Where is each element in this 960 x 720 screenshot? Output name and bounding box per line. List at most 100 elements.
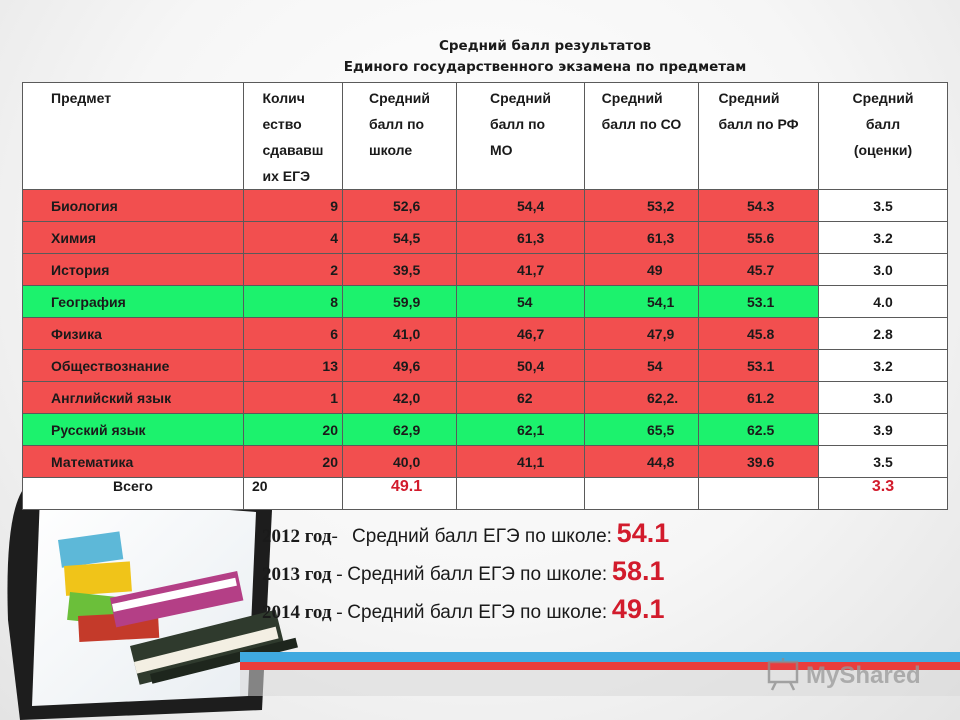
header-grade-avg: Средний балл (оценки) xyxy=(818,82,948,190)
cell-rf-avg: 39.6 xyxy=(698,445,819,478)
cell-subject: Обществознание xyxy=(22,349,244,382)
cell-grade-avg: 3.5 xyxy=(818,445,948,478)
cell-school-avg: 41,0 xyxy=(342,317,457,350)
table-header-row: Предмет Колич ество сдававш их ЕГЭ Средн… xyxy=(22,82,948,190)
cell-rf-avg: 54.3 xyxy=(698,189,819,222)
summary-sep: - xyxy=(331,602,348,623)
table-row: Математика 20 40,0 41,1 44,8 39.6 3.5 xyxy=(22,445,948,478)
summary-line-2012: 2012 год- Средний балл ЕГЭ по школе: 54.… xyxy=(262,518,669,549)
myshared-watermark: MyShared xyxy=(767,658,921,691)
cell-grade-avg: 3.0 xyxy=(818,253,948,286)
cell-so-avg: 44,8 xyxy=(584,445,699,478)
cell-school-avg: 40,0 xyxy=(342,445,457,478)
cell-so-avg: 47,9 xyxy=(584,317,699,350)
cell-rf-avg: 45.7 xyxy=(698,253,819,286)
cell-mo-avg: 46,7 xyxy=(456,317,585,350)
table-row: Биология 9 52,6 54,4 53,2 54.3 3.5 xyxy=(22,189,948,222)
table-row: География 8 59,9 54 54,1 53.1 4.0 xyxy=(22,285,948,318)
total-grade-avg: 3.3 xyxy=(818,477,948,510)
total-school-avg: 49.1 xyxy=(342,477,457,510)
summary-value: 49.1 xyxy=(611,594,665,624)
cell-rf-avg: 45.8 xyxy=(698,317,819,350)
cell-school-avg: 39,5 xyxy=(342,253,457,286)
summary-sep: - xyxy=(331,526,343,547)
summary-value: 54.1 xyxy=(616,518,670,548)
cell-grade-avg: 2.8 xyxy=(818,317,948,350)
cell-so-avg: 53,2 xyxy=(584,189,699,222)
header-count: Колич ество сдававш их ЕГЭ xyxy=(243,82,343,190)
summary-label: Средний балл ЕГЭ по школе: xyxy=(347,602,608,623)
summary-year: 2014 год xyxy=(262,602,332,623)
cell-rf-avg: 53.1 xyxy=(698,285,819,318)
watermark-text: MyShared xyxy=(806,662,921,689)
cell-count: 1 xyxy=(243,381,343,414)
exam-results-table: Предмет Колич ество сдававш их ЕГЭ Средн… xyxy=(22,82,948,510)
cell-school-avg: 52,6 xyxy=(342,189,457,222)
cell-so-avg: 54,1 xyxy=(584,285,699,318)
cell-mo-avg: 41,7 xyxy=(456,253,585,286)
cell-school-avg: 54,5 xyxy=(342,221,457,254)
header-so-avg: Средний балл по СО xyxy=(584,82,699,190)
summary-year: 2013 год xyxy=(262,564,332,585)
cell-count: 13 xyxy=(243,349,343,382)
cell-grade-avg: 3.2 xyxy=(818,349,948,382)
title-line-2: Единого государственного экзамена по пре… xyxy=(343,59,747,75)
table-row: История 2 39,5 41,7 49 45.7 3.0 xyxy=(22,253,948,286)
summary-year: 2012 год xyxy=(262,526,332,547)
cell-subject: Биология xyxy=(22,189,244,222)
cell-count: 6 xyxy=(243,317,343,350)
total-mo-empty xyxy=(456,477,585,510)
summary-line-2013: 2013 год - Средний балл ЕГЭ по школе: 58… xyxy=(262,556,664,587)
cell-rf-avg: 55.6 xyxy=(698,221,819,254)
cell-so-avg: 49 xyxy=(584,253,699,286)
cell-mo-avg: 62 xyxy=(456,381,585,414)
header-rf-avg: Средний балл по РФ xyxy=(698,82,819,190)
cell-school-avg: 62,9 xyxy=(342,413,457,446)
presentation-icon xyxy=(767,658,799,691)
cell-subject: Химия xyxy=(22,221,244,254)
total-label: Всего xyxy=(22,477,244,510)
header-mo-avg: Средний балл по МО xyxy=(456,82,585,190)
table-row: Английский язык 1 42,0 62 62,2. 61.2 3.0 xyxy=(22,381,948,414)
title-line-1: Средний балл результатов xyxy=(438,38,652,54)
cell-count: 20 xyxy=(243,445,343,478)
table-row: Обществознание 13 49,6 50,4 54 53.1 3.2 xyxy=(22,349,948,382)
total-so-empty xyxy=(584,477,699,510)
cell-subject: Физика xyxy=(22,317,244,350)
cell-subject: География xyxy=(22,285,244,318)
cell-mo-avg: 54 xyxy=(456,285,585,318)
summary-label: Средний балл ЕГЭ по школе: xyxy=(352,526,612,547)
summary-line-2014: 2014 год - Средний балл ЕГЭ по школе: 49… xyxy=(262,594,664,625)
cell-so-avg: 65,5 xyxy=(584,413,699,446)
header-school-avg: Средний балл по школе xyxy=(342,82,457,190)
cell-school-avg: 42,0 xyxy=(342,381,457,414)
summary-value: 58.1 xyxy=(611,556,665,586)
cell-mo-avg: 61,3 xyxy=(456,221,585,254)
cell-subject: Русский язык xyxy=(22,413,244,446)
cell-school-avg: 49,6 xyxy=(342,349,457,382)
table-row: Физика 6 41,0 46,7 47,9 45.8 2.8 xyxy=(22,317,948,350)
cell-subject: Математика xyxy=(22,445,244,478)
cell-count: 9 xyxy=(243,189,343,222)
cell-mo-avg: 41,1 xyxy=(456,445,585,478)
cell-grade-avg: 4.0 xyxy=(818,285,948,318)
cell-so-avg: 61,3 xyxy=(584,221,699,254)
cell-count: 4 xyxy=(243,221,343,254)
cell-count: 20 xyxy=(243,413,343,446)
cell-mo-avg: 50,4 xyxy=(456,349,585,382)
total-row: Всего 20 49.1 3.3 xyxy=(22,477,948,510)
table-row: Русский язык 20 62,9 62,1 65,5 62.5 3.9 xyxy=(22,413,948,446)
slide-title: Средний балл результатов Единого государ… xyxy=(0,36,960,78)
cell-count: 2 xyxy=(243,253,343,286)
cell-rf-avg: 53.1 xyxy=(698,349,819,382)
cell-rf-avg: 62.5 xyxy=(698,413,819,446)
cell-so-avg: 54 xyxy=(584,349,699,382)
cell-grade-avg: 3.5 xyxy=(818,189,948,222)
table-row: Химия 4 54,5 61,3 61,3 55.6 3.2 xyxy=(22,221,948,254)
cell-grade-avg: 3.9 xyxy=(818,413,948,446)
cell-subject: Английский язык xyxy=(22,381,244,414)
header-subject: Предмет xyxy=(22,82,244,190)
cell-mo-avg: 62,1 xyxy=(456,413,585,446)
tablet-books-illustration xyxy=(7,482,298,720)
total-count: 20 xyxy=(243,477,343,510)
